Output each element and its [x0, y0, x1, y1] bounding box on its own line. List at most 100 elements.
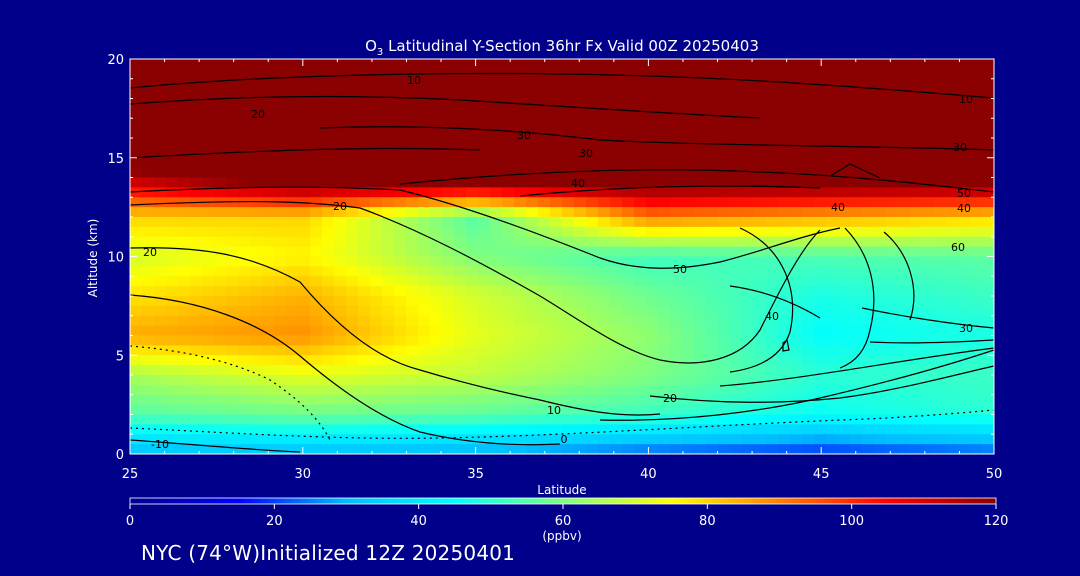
- heatmap-cell: [586, 424, 599, 435]
- heatmap-cell: [934, 256, 947, 267]
- heatmap-cell: [526, 167, 539, 179]
- heatmap-cell: [802, 286, 815, 297]
- heatmap-cell: [562, 414, 575, 425]
- heatmap-cell: [154, 118, 167, 129]
- heatmap-cell: [838, 296, 851, 307]
- heatmap-cell: [454, 375, 467, 386]
- heatmap-cell: [754, 246, 767, 258]
- heatmap-cell: [790, 444, 803, 454]
- heatmap-cell: [850, 375, 863, 386]
- heatmap-cell: [226, 68, 239, 80]
- heatmap-cell: [754, 305, 767, 317]
- heatmap-cell: [826, 355, 839, 366]
- heatmap-cell: [898, 384, 911, 396]
- heatmap-cell: [154, 187, 167, 198]
- heatmap-cell: [430, 59, 443, 70]
- x-tick-label: 45: [813, 467, 830, 482]
- heatmap-cell: [370, 286, 383, 297]
- heatmap-cell: [358, 226, 371, 238]
- heatmap-cell: [886, 138, 899, 149]
- heatmap-cell: [130, 296, 143, 307]
- heatmap-cell: [262, 315, 275, 327]
- heatmap-cell: [190, 187, 203, 198]
- heatmap-cell: [550, 197, 563, 208]
- heatmap-cell: [634, 335, 647, 346]
- heatmap-cell: [490, 98, 503, 109]
- heatmap-cell: [322, 365, 335, 376]
- heatmap-cell: [766, 424, 779, 435]
- heatmap-cell: [790, 177, 803, 188]
- heatmap-cell: [862, 266, 875, 277]
- contour-label: 20: [333, 200, 347, 213]
- heatmap-cell: [790, 335, 803, 346]
- colorbar-tick-label: 80: [699, 514, 716, 529]
- heatmap-cell: [154, 207, 167, 218]
- heatmap-cell: [886, 217, 899, 228]
- heatmap-cell: [466, 434, 479, 445]
- heatmap-cell: [406, 108, 419, 119]
- heatmap-cell: [226, 355, 239, 366]
- heatmap-cell: [574, 147, 587, 159]
- heatmap-cell: [934, 335, 947, 346]
- heatmap-cell: [526, 434, 539, 445]
- heatmap-cell: [646, 187, 659, 198]
- heatmap-cell: [586, 444, 599, 454]
- heatmap-cell: [754, 88, 767, 100]
- heatmap-cell: [370, 138, 383, 149]
- heatmap-cell: [142, 305, 155, 317]
- heatmap-cell: [742, 384, 755, 396]
- heatmap-cell: [958, 315, 971, 327]
- heatmap-cell: [634, 345, 647, 356]
- heatmap-cell: [838, 286, 851, 297]
- heatmap-cell: [718, 404, 731, 416]
- heatmap-cell: [382, 138, 395, 149]
- heatmap-cell: [622, 59, 635, 70]
- heatmap-cell: [946, 68, 959, 80]
- heatmap-cell: [658, 226, 671, 238]
- heatmap-cell: [274, 68, 287, 80]
- heatmap-cell: [514, 236, 527, 248]
- heatmap-cell: [466, 236, 479, 248]
- heatmap-cell: [262, 167, 275, 179]
- heatmap-cell: [814, 88, 827, 100]
- heatmap-cell: [910, 266, 923, 277]
- heatmap-cell: [694, 444, 707, 454]
- heatmap-cell: [934, 246, 947, 258]
- heatmap-cell: [850, 197, 863, 208]
- heatmap-cell: [262, 276, 275, 287]
- heatmap-cell: [694, 286, 707, 297]
- heatmap-cell: [898, 335, 911, 346]
- heatmap-cell: [622, 207, 635, 218]
- heatmap-cell: [226, 276, 239, 287]
- heatmap-cell: [862, 68, 875, 80]
- heatmap-cell: [442, 345, 455, 356]
- heatmap-cell: [442, 217, 455, 228]
- heatmap-cell: [970, 138, 983, 149]
- heatmap-cell: [238, 187, 251, 198]
- heatmap-cell: [406, 138, 419, 149]
- heatmap-cell: [346, 355, 359, 366]
- heatmap-cell: [550, 286, 563, 297]
- heatmap-cell: [814, 207, 827, 218]
- heatmap-cell: [250, 118, 263, 129]
- heatmap-cell: [202, 118, 215, 129]
- heatmap-cell: [874, 98, 887, 109]
- heatmap-cell: [562, 88, 575, 100]
- heatmap-cell: [334, 98, 347, 109]
- heatmap-cell: [190, 296, 203, 307]
- heatmap-cell: [730, 226, 743, 238]
- heatmap-cell: [718, 296, 731, 307]
- heatmap-cell: [886, 404, 899, 416]
- heatmap-cell: [598, 305, 611, 317]
- heatmap-cell: [406, 315, 419, 327]
- heatmap-cell: [514, 207, 527, 218]
- heatmap-cell: [178, 118, 191, 129]
- heatmap-cell: [346, 98, 359, 109]
- heatmap-cell: [574, 187, 587, 198]
- heatmap-cell: [634, 325, 647, 337]
- heatmap-cell: [742, 197, 755, 208]
- heatmap-cell: [826, 147, 839, 159]
- heatmap-cell: [574, 276, 587, 287]
- heatmap-cell: [538, 157, 551, 169]
- heatmap-cell: [442, 335, 455, 346]
